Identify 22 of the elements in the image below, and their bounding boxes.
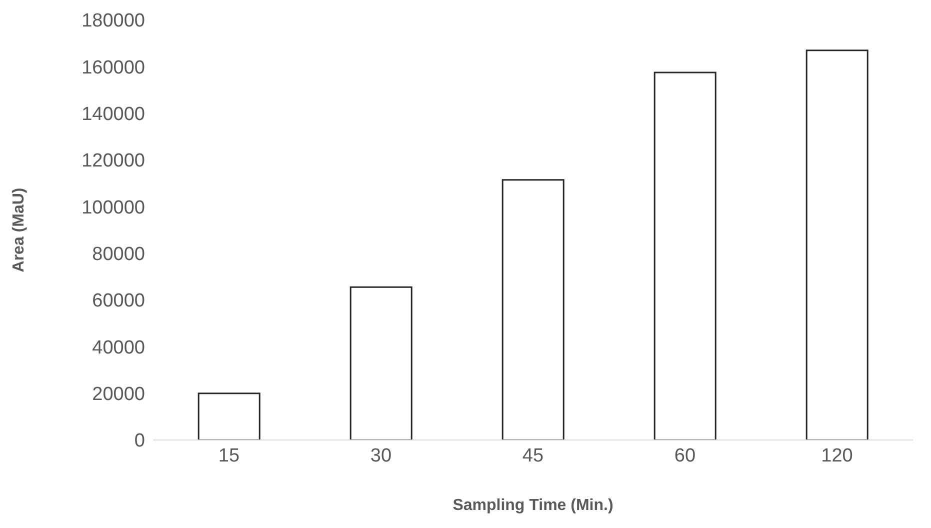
bar bbox=[654, 72, 716, 440]
y-axis-title: Area (MaU) bbox=[10, 188, 28, 272]
y-tick-label: 60000 bbox=[92, 290, 145, 312]
x-axis-title: Sampling Time (Min.) bbox=[452, 497, 614, 514]
x-tick-label: 120 bbox=[821, 445, 853, 466]
bar bbox=[502, 179, 564, 440]
y-tick-label: 40000 bbox=[92, 337, 145, 358]
bar bbox=[350, 286, 412, 440]
y-tick-label: 120000 bbox=[82, 150, 145, 172]
x-tick-label: 60 bbox=[674, 445, 696, 466]
bar bbox=[806, 50, 868, 440]
y-tick-label: 180000 bbox=[82, 10, 145, 32]
x-tick-label: 30 bbox=[370, 445, 392, 466]
x-tick-label: 45 bbox=[522, 445, 544, 466]
x-tick-label: 15 bbox=[218, 445, 240, 466]
y-tick-label: 0 bbox=[134, 430, 145, 452]
y-tick-label: 80000 bbox=[92, 244, 145, 266]
y-tick-label: 100000 bbox=[82, 197, 145, 218]
y-tick-label: 160000 bbox=[82, 57, 145, 78]
y-tick-label: 20000 bbox=[92, 384, 145, 406]
bar bbox=[198, 392, 260, 440]
y-tick-label: 140000 bbox=[82, 104, 145, 126]
